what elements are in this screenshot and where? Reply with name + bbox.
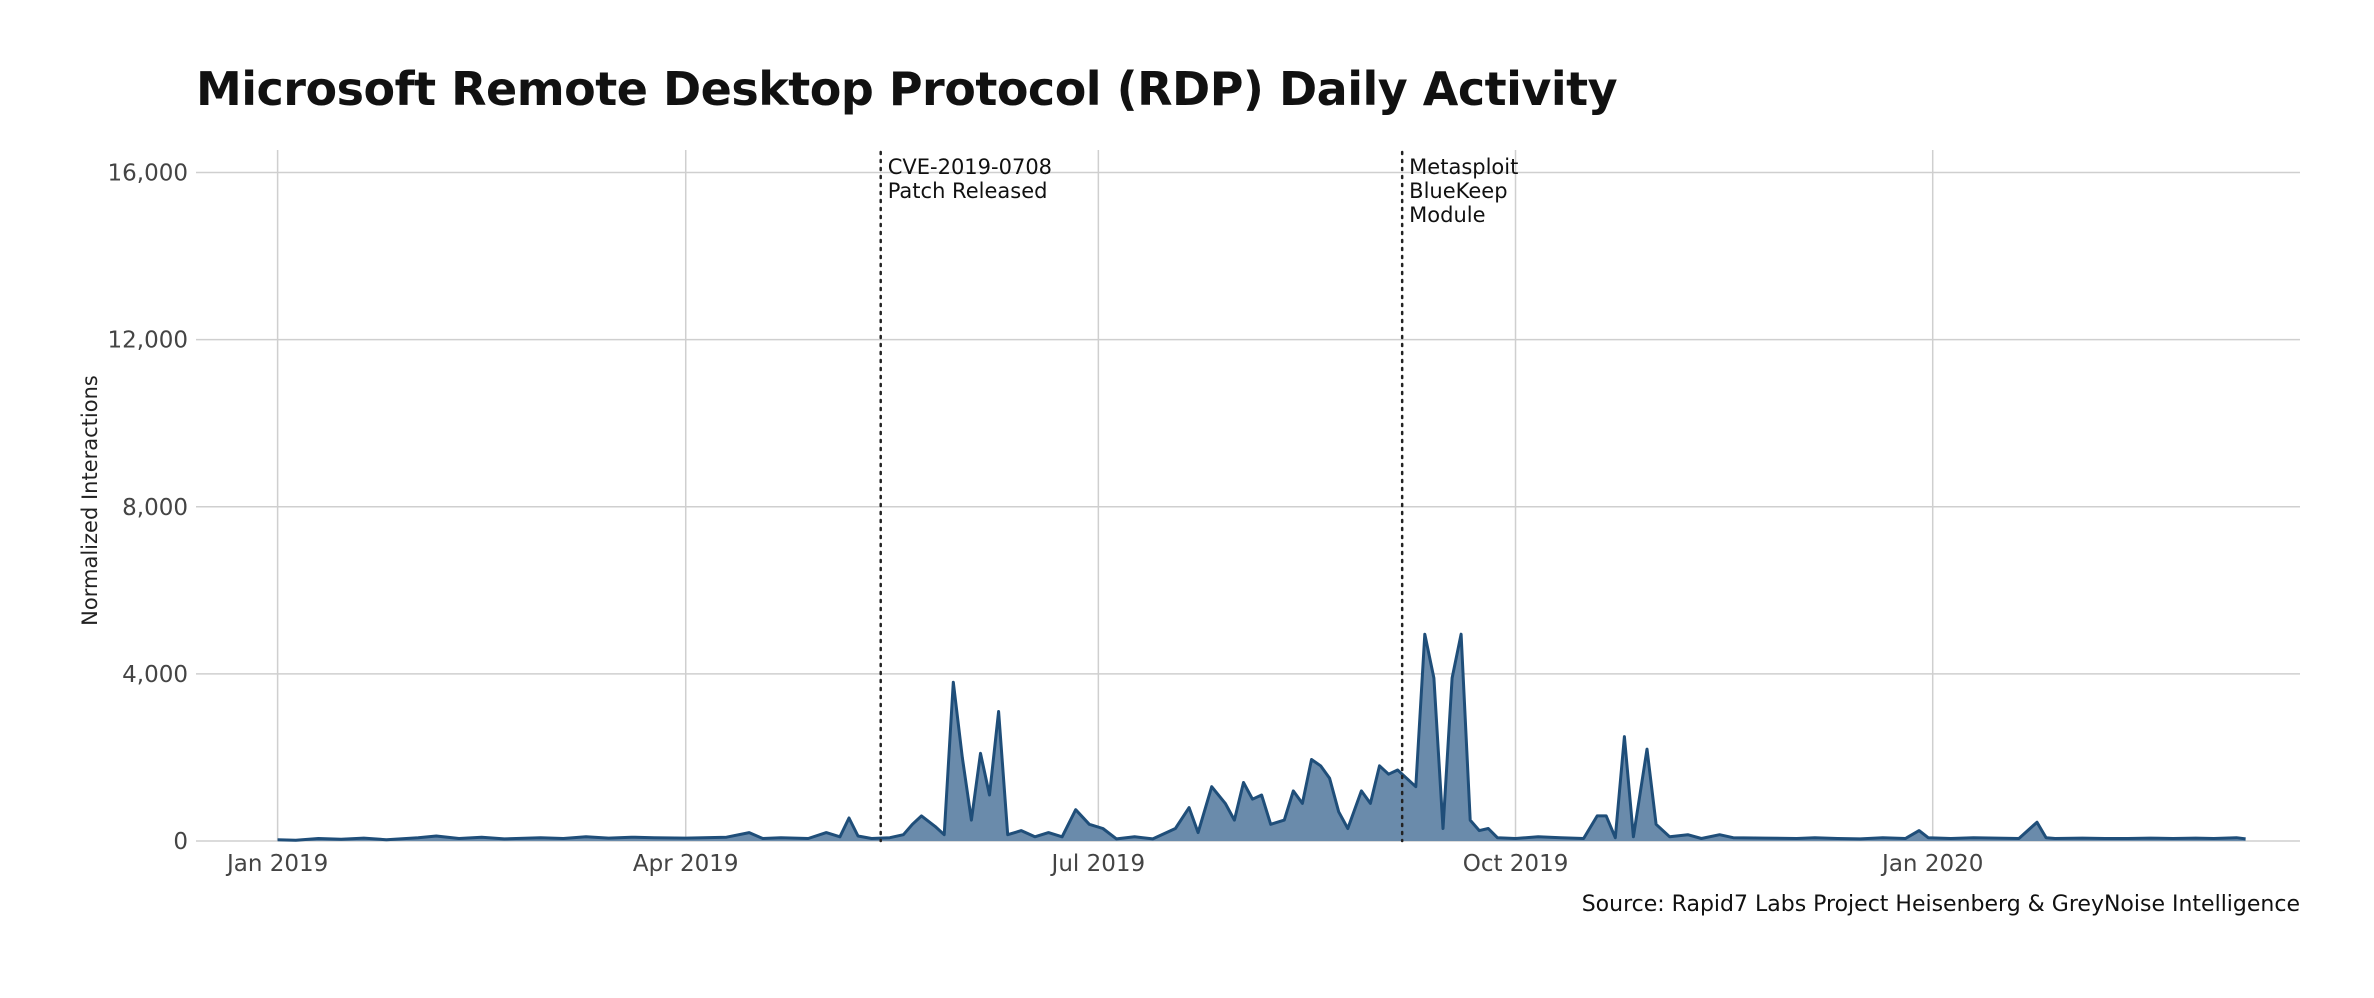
y-tick-label: 4,000 bbox=[122, 662, 188, 688]
x-tick-label: Oct 2019 bbox=[1463, 851, 1569, 877]
y-axis-label: Normalized Interactions bbox=[78, 375, 102, 626]
gridlines bbox=[196, 150, 2300, 842]
y-tick-label: 8,000 bbox=[122, 495, 188, 521]
x-tick-label: Apr 2019 bbox=[633, 851, 739, 877]
y-tick-label: 12,000 bbox=[108, 328, 188, 354]
event-label: Metasploit bbox=[1409, 155, 1518, 179]
event-label: Module bbox=[1409, 203, 1485, 227]
event-label: Patch Released bbox=[888, 179, 1048, 203]
event-label: CVE-2019-0708 bbox=[888, 155, 1052, 179]
y-tick-label: 16,000 bbox=[108, 161, 188, 187]
area-line bbox=[277, 632, 2246, 842]
event-label: BlueKeep bbox=[1409, 179, 1507, 203]
chart-caption: Source: Rapid7 Labs Project Heisenberg &… bbox=[1581, 892, 2300, 917]
area-series bbox=[277, 632, 2246, 842]
x-tick-label: Jan 2020 bbox=[1880, 851, 1983, 877]
x-tick-label: Jul 2019 bbox=[1050, 851, 1146, 877]
area-fill bbox=[277, 634, 2246, 841]
y-tick-label: 0 bbox=[173, 829, 188, 855]
x-tick-label: Jan 2019 bbox=[225, 851, 328, 877]
axes: 0 4,000 8,000 12,000 16,000 Jan 2019 Apr 2019 J… bbox=[78, 161, 1983, 877]
chart-title: Microsoft Remote Desktop Protocol (RDP) … bbox=[196, 62, 1618, 116]
